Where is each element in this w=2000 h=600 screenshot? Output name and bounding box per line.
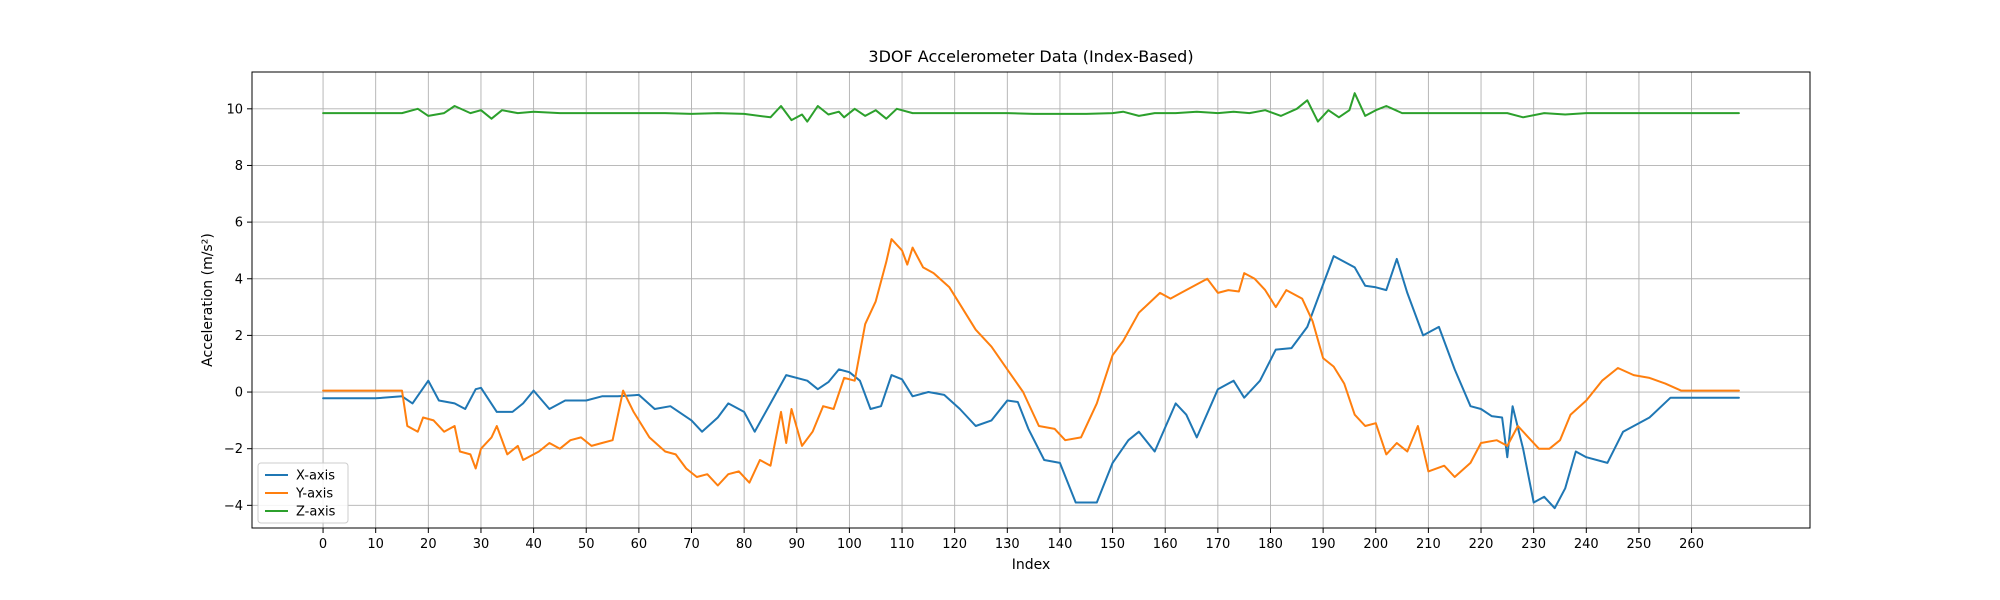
y-tick-label: 0 — [235, 386, 243, 401]
chart-title: 3DOF Accelerometer Data (Index-Based) — [868, 47, 1193, 66]
grid — [252, 72, 1810, 528]
y-tick-label: 6 — [235, 216, 243, 231]
x-tick-label: 170 — [1205, 537, 1230, 552]
x-axis-ticks: 0 10 20 30 40 50 60 70 80 90 100 110 120 130 140 150 160… — [319, 528, 1704, 552]
x-tick-label: 220 — [1469, 537, 1494, 552]
plot-area-frame — [251, 71, 1811, 529]
y-tick-label: −4 — [224, 499, 243, 514]
x-tick-label: 150 — [1100, 537, 1125, 552]
x-tick-label: 30 — [473, 537, 490, 552]
series-line-y-axis — [322, 238, 1740, 487]
legend-box — [257, 462, 349, 524]
legend-label: X-axis — [296, 469, 335, 484]
y-tick-label: 10 — [226, 102, 243, 117]
x-tick-label: 180 — [1258, 537, 1283, 552]
x-tick-label: 190 — [1311, 537, 1336, 552]
y-tick-label: 2 — [235, 329, 243, 344]
x-tick-label: 20 — [420, 537, 437, 552]
x-tick-label: 110 — [890, 537, 915, 552]
x-tick-label: 50 — [578, 537, 595, 552]
y-tick-label: 4 — [235, 272, 243, 287]
x-tick-label: 140 — [1048, 537, 1073, 552]
x-tick-label: 160 — [1153, 537, 1178, 552]
plot-lines — [322, 92, 1740, 510]
legend: X-axis Y-axis Z-axis — [257, 462, 349, 524]
x-tick-label: 250 — [1627, 537, 1652, 552]
series-line-x-axis — [322, 255, 1740, 510]
y-tick-label: 8 — [235, 159, 243, 174]
x-tick-label: 70 — [683, 537, 700, 552]
x-tick-label: 100 — [837, 537, 862, 552]
x-tick-label: 200 — [1363, 537, 1388, 552]
legend-label: Y-axis — [295, 487, 333, 502]
x-tick-label: 130 — [995, 537, 1020, 552]
x-tick-label: 60 — [631, 537, 648, 552]
x-tick-label: 80 — [736, 537, 753, 552]
x-tick-label: 230 — [1521, 537, 1546, 552]
x-tick-label: 210 — [1416, 537, 1441, 552]
x-tick-label: 90 — [789, 537, 806, 552]
y-tick-label: −2 — [224, 442, 243, 457]
x-tick-label: 120 — [942, 537, 967, 552]
x-tick-label: 0 — [319, 537, 327, 552]
x-tick-label: 260 — [1679, 537, 1704, 552]
x-tick-label: 10 — [367, 537, 384, 552]
y-axis-label: Acceleration (m/s²) — [200, 233, 216, 367]
y-axis-ticks: −4 −2 0 2 4 6 8 10 — [224, 102, 252, 514]
x-axis-label: Index — [1012, 557, 1051, 573]
legend-label: Z-axis — [296, 505, 336, 520]
x-tick-label: 240 — [1574, 537, 1599, 552]
series-line-z-axis — [322, 92, 1740, 123]
x-tick-label: 40 — [525, 537, 542, 552]
